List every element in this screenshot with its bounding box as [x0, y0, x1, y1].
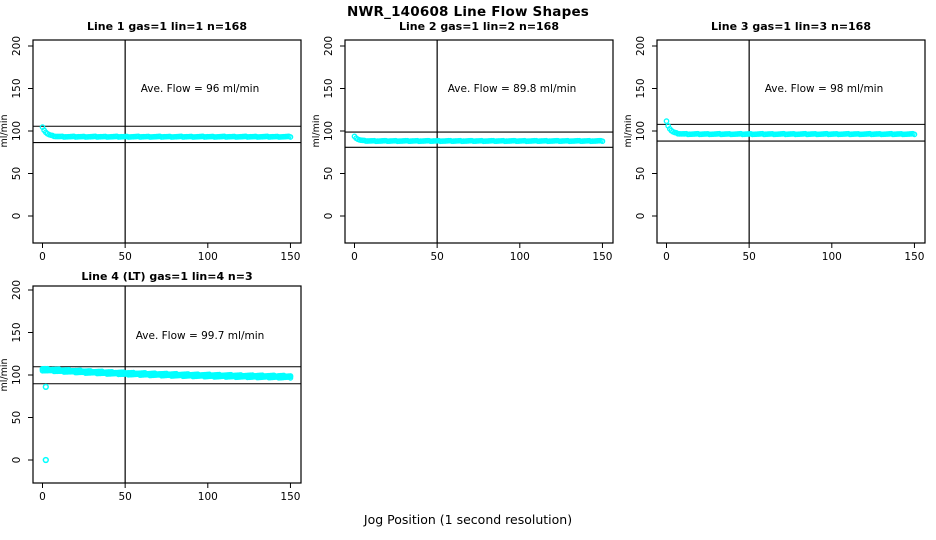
data-point: [663, 118, 670, 124]
x-tick-label: 100: [198, 251, 218, 263]
x-tick-label: 50: [118, 491, 131, 503]
panel-line-1-plot: 0 50 100 150 0 50 100 150 200 ml/min: [0, 36, 302, 263]
plot-box: [32, 39, 302, 244]
y-tick-label: 50: [11, 411, 23, 424]
figure-title: NWR_140608 Line Flow Shapes: [346, 4, 590, 20]
y-tick-label: 100: [635, 121, 647, 141]
y-tick-label: 0: [323, 213, 335, 220]
y-tick-label: 150: [635, 78, 647, 98]
y-tick-label: 200: [11, 36, 23, 56]
y-tick-label: 200: [635, 36, 647, 56]
y-tick-label: 0: [11, 457, 23, 464]
y-axis-label: ml/min: [0, 114, 10, 147]
y-tick-label: 0: [11, 213, 23, 220]
x-tick-label: 50: [742, 251, 755, 263]
panel-line-1-title: Line 1 gas=1 lin=1 n=168: [86, 20, 247, 33]
x-tick-label: 50: [430, 251, 443, 263]
y-tick-label: 150: [11, 322, 23, 342]
panel-line-2: Line 2 gas=1 lin=2 n=168 Ave. Flow = 89.…: [312, 14, 624, 266]
x-tick-label: 150: [904, 251, 924, 263]
x-tick-label: 0: [663, 251, 670, 263]
data-point: [599, 138, 606, 145]
x-tick-label: 100: [510, 251, 530, 263]
figure-x-axis-label: Jog Position (1 second resolution): [363, 512, 573, 527]
outlier-point: [42, 383, 49, 391]
y-tick-label: 200: [11, 280, 23, 300]
y-tick-label: 100: [11, 365, 23, 385]
panel-line-4: Line 4 (LT) gas=1 lin=4 n=3 Ave. Flow = …: [0, 266, 312, 516]
x-tick-label: 0: [351, 251, 358, 263]
panel-line-1: Line 1 gas=1 lin=1 n=168 Ave. Flow = 96 …: [0, 14, 312, 266]
x-tick-label: 100: [198, 491, 218, 503]
panel-line-4-title: Line 4 (LT) gas=1 lin=4 n=3: [81, 270, 253, 283]
y-tick-label: 100: [323, 121, 335, 141]
data-point: [287, 373, 294, 379]
y-tick-label: 0: [635, 213, 647, 220]
y-axis-label: ml/min: [0, 358, 10, 391]
panel-line-1-ave-flow: Ave. Flow = 96 ml/min: [140, 83, 260, 95]
y-tick-label: 50: [635, 167, 647, 180]
y-tick-label: 200: [323, 36, 335, 56]
plot-box: [32, 285, 302, 484]
panel-line-3: Line 3 gas=1 lin=3 n=168 Ave. Flow = 98 …: [624, 14, 936, 266]
y-tick-label: 150: [11, 78, 23, 98]
y-axis-label: ml/min: [624, 114, 634, 147]
panel-line-2-title: Line 2 gas=1 lin=2 n=168: [398, 20, 559, 33]
outlier-point: [42, 456, 49, 464]
x-tick-label: 100: [822, 251, 842, 263]
y-tick-label: 100: [11, 121, 23, 141]
y-tick-label: 50: [323, 167, 335, 180]
data-point: [911, 131, 918, 138]
y-axis-label: ml/min: [312, 114, 322, 147]
x-tick-label: 150: [280, 251, 300, 263]
panel-line-3-plot: 0 50 100 150 0 50 100 150 200 ml/min: [624, 36, 926, 263]
x-tick-label: 150: [280, 491, 300, 503]
y-tick-label: 50: [11, 167, 23, 180]
panel-line-2-ave-flow: Ave. Flow = 89.8 ml/min: [447, 83, 577, 95]
plot-box: [344, 39, 614, 244]
y-tick-label: 150: [323, 78, 335, 98]
x-tick-label: 150: [592, 251, 612, 263]
x-tick-label: 50: [118, 251, 131, 263]
panel-line-2-plot: 0 50 100 150 0 50 100 150 200 ml/min: [312, 36, 614, 263]
panel-line-4-ave-flow: Ave. Flow = 99.7 ml/min: [135, 330, 265, 342]
panel-line-3-title: Line 3 gas=1 lin=3 n=168: [710, 20, 871, 33]
panel-line-3-ave-flow: Ave. Flow = 98 ml/min: [764, 83, 884, 95]
panel-line-4-plot: 0 50 100 150 0 50 100 150 200 ml/min: [0, 280, 302, 503]
x-tick-label: 0: [39, 491, 46, 503]
x-tick-label: 0: [39, 251, 46, 263]
data-point: [287, 134, 294, 140]
